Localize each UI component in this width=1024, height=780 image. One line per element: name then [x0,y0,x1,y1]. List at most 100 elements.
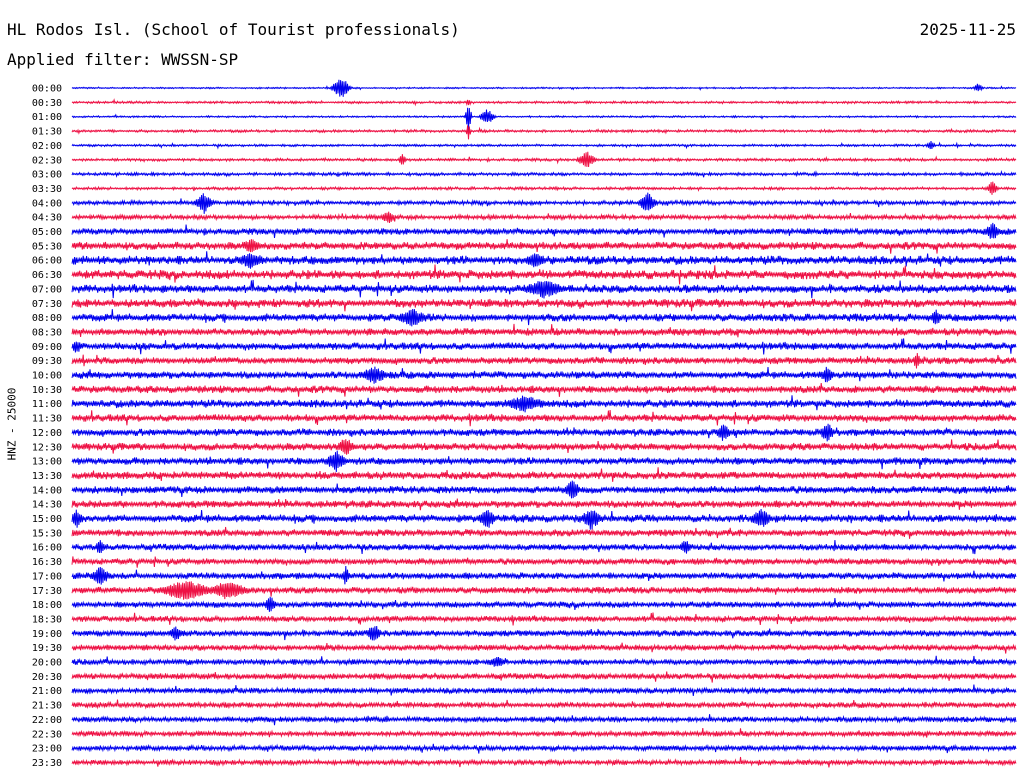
time-label-0600: 06:00 [32,256,62,267]
time-label-0430: 04:30 [32,213,62,224]
trace-0430 [71,211,1017,224]
trace-0800 [71,308,1017,327]
time-label-1100: 11:00 [32,399,62,410]
trace-0600 [71,251,1017,269]
time-label-2000: 20:00 [32,658,62,669]
time-label-1200: 12:00 [32,428,62,439]
trace-1300 [71,450,1017,473]
time-label-2330: 23:30 [32,758,62,769]
trace-0900 [71,338,1017,355]
time-label-0400: 04:00 [32,198,62,209]
trace-0130 [71,125,1017,140]
trace-2000 [71,655,1017,667]
trace-0930 [71,352,1017,369]
time-label-2130: 21:30 [32,701,62,712]
time-label-1030: 10:30 [32,385,62,396]
time-label-0800: 08:00 [32,313,62,324]
trace-0000 [71,79,1017,97]
time-label-0900: 09:00 [32,342,62,353]
time-label-1300: 13:00 [32,457,62,468]
trace-1800 [71,596,1017,612]
time-label-1000: 10:00 [32,371,62,382]
trace-0030 [71,98,1017,107]
trace-0400 [71,192,1017,214]
time-label-2200: 22:00 [32,715,62,726]
trace-2300 [71,743,1017,754]
time-label-0230: 02:30 [32,155,62,166]
trace-1400 [71,480,1017,499]
time-label-0030: 00:30 [32,98,62,109]
time-label-1430: 14:30 [32,500,62,511]
time-label-1130: 11:30 [32,414,62,425]
trace-1700 [71,565,1017,585]
trace-1000 [71,366,1017,384]
trace-1600 [71,540,1017,555]
record-date: 2025-11-25 [919,20,1016,39]
time-label-0930: 09:30 [32,356,62,367]
time-label-1800: 18:00 [32,600,62,611]
time-label-1330: 13:30 [32,471,62,482]
time-label-0200: 02:00 [32,141,62,152]
time-label-2230: 22:30 [32,729,62,740]
trace-2230 [71,728,1017,739]
trace-1500 [71,508,1017,530]
trace-2330 [71,756,1017,768]
trace-1630 [71,556,1017,568]
time-label-0500: 05:00 [32,227,62,238]
time-label-0300: 03:00 [32,170,62,181]
time-label-1230: 12:30 [32,442,62,453]
time-label-0330: 03:30 [32,184,62,195]
trace-1900 [71,625,1017,641]
seismic-traces [71,79,1017,768]
trace-1100 [71,395,1017,413]
time-label-0100: 01:00 [32,112,62,123]
time-label-0730: 07:30 [32,299,62,310]
trace-1930 [71,642,1017,654]
trace-1830 [71,612,1017,626]
time-label-0700: 07:00 [32,284,62,295]
trace-1530 [71,526,1017,539]
trace-0500 [71,222,1017,239]
trace-0730 [71,298,1017,312]
time-label-1900: 19:00 [32,629,62,640]
time-label-2030: 20:30 [32,672,62,683]
time-label-0530: 05:30 [32,241,62,252]
time-label-1930: 19:30 [32,643,62,654]
trace-1200 [71,423,1017,442]
time-label-1830: 18:30 [32,614,62,625]
time-label-1530: 15:30 [32,528,62,539]
trace-2100 [71,684,1017,696]
time-labels: 00:00 00:30 01:00 01:30 02:00 02:30 03:00 03:30… [32,84,62,769]
time-label-0830: 08:30 [32,327,62,338]
time-label-1630: 16:30 [32,557,62,568]
trace-1330 [71,467,1017,482]
trace-0530 [71,239,1017,254]
trace-2130 [71,699,1017,710]
time-label-1600: 16:00 [32,543,62,554]
time-label-0630: 06:30 [32,270,62,281]
trace-1030 [71,383,1017,397]
trace-0630 [71,264,1017,285]
trace-1130 [71,410,1017,427]
time-label-1500: 15:00 [32,514,62,525]
trace-0300 [71,169,1017,178]
trace-0230 [71,151,1017,168]
trace-2030 [71,671,1017,683]
trace-0100 [71,107,1017,133]
trace-2200 [71,714,1017,726]
time-label-0000: 00:00 [32,84,62,95]
trace-0700 [71,279,1017,299]
time-label-1730: 17:30 [32,586,62,597]
time-label-2100: 21:00 [32,686,62,697]
filter-label: Applied filter: WWSSN-SP [7,50,239,69]
time-label-2300: 23:00 [32,744,62,755]
time-label-1700: 17:00 [32,571,62,582]
trace-1730 [71,581,1017,600]
trace-0830 [71,323,1017,338]
time-label-1400: 14:00 [32,485,62,496]
trace-1430 [71,498,1017,511]
trace-0200 [71,141,1017,150]
trace-1230 [71,439,1017,455]
time-label-0130: 01:30 [32,127,62,138]
